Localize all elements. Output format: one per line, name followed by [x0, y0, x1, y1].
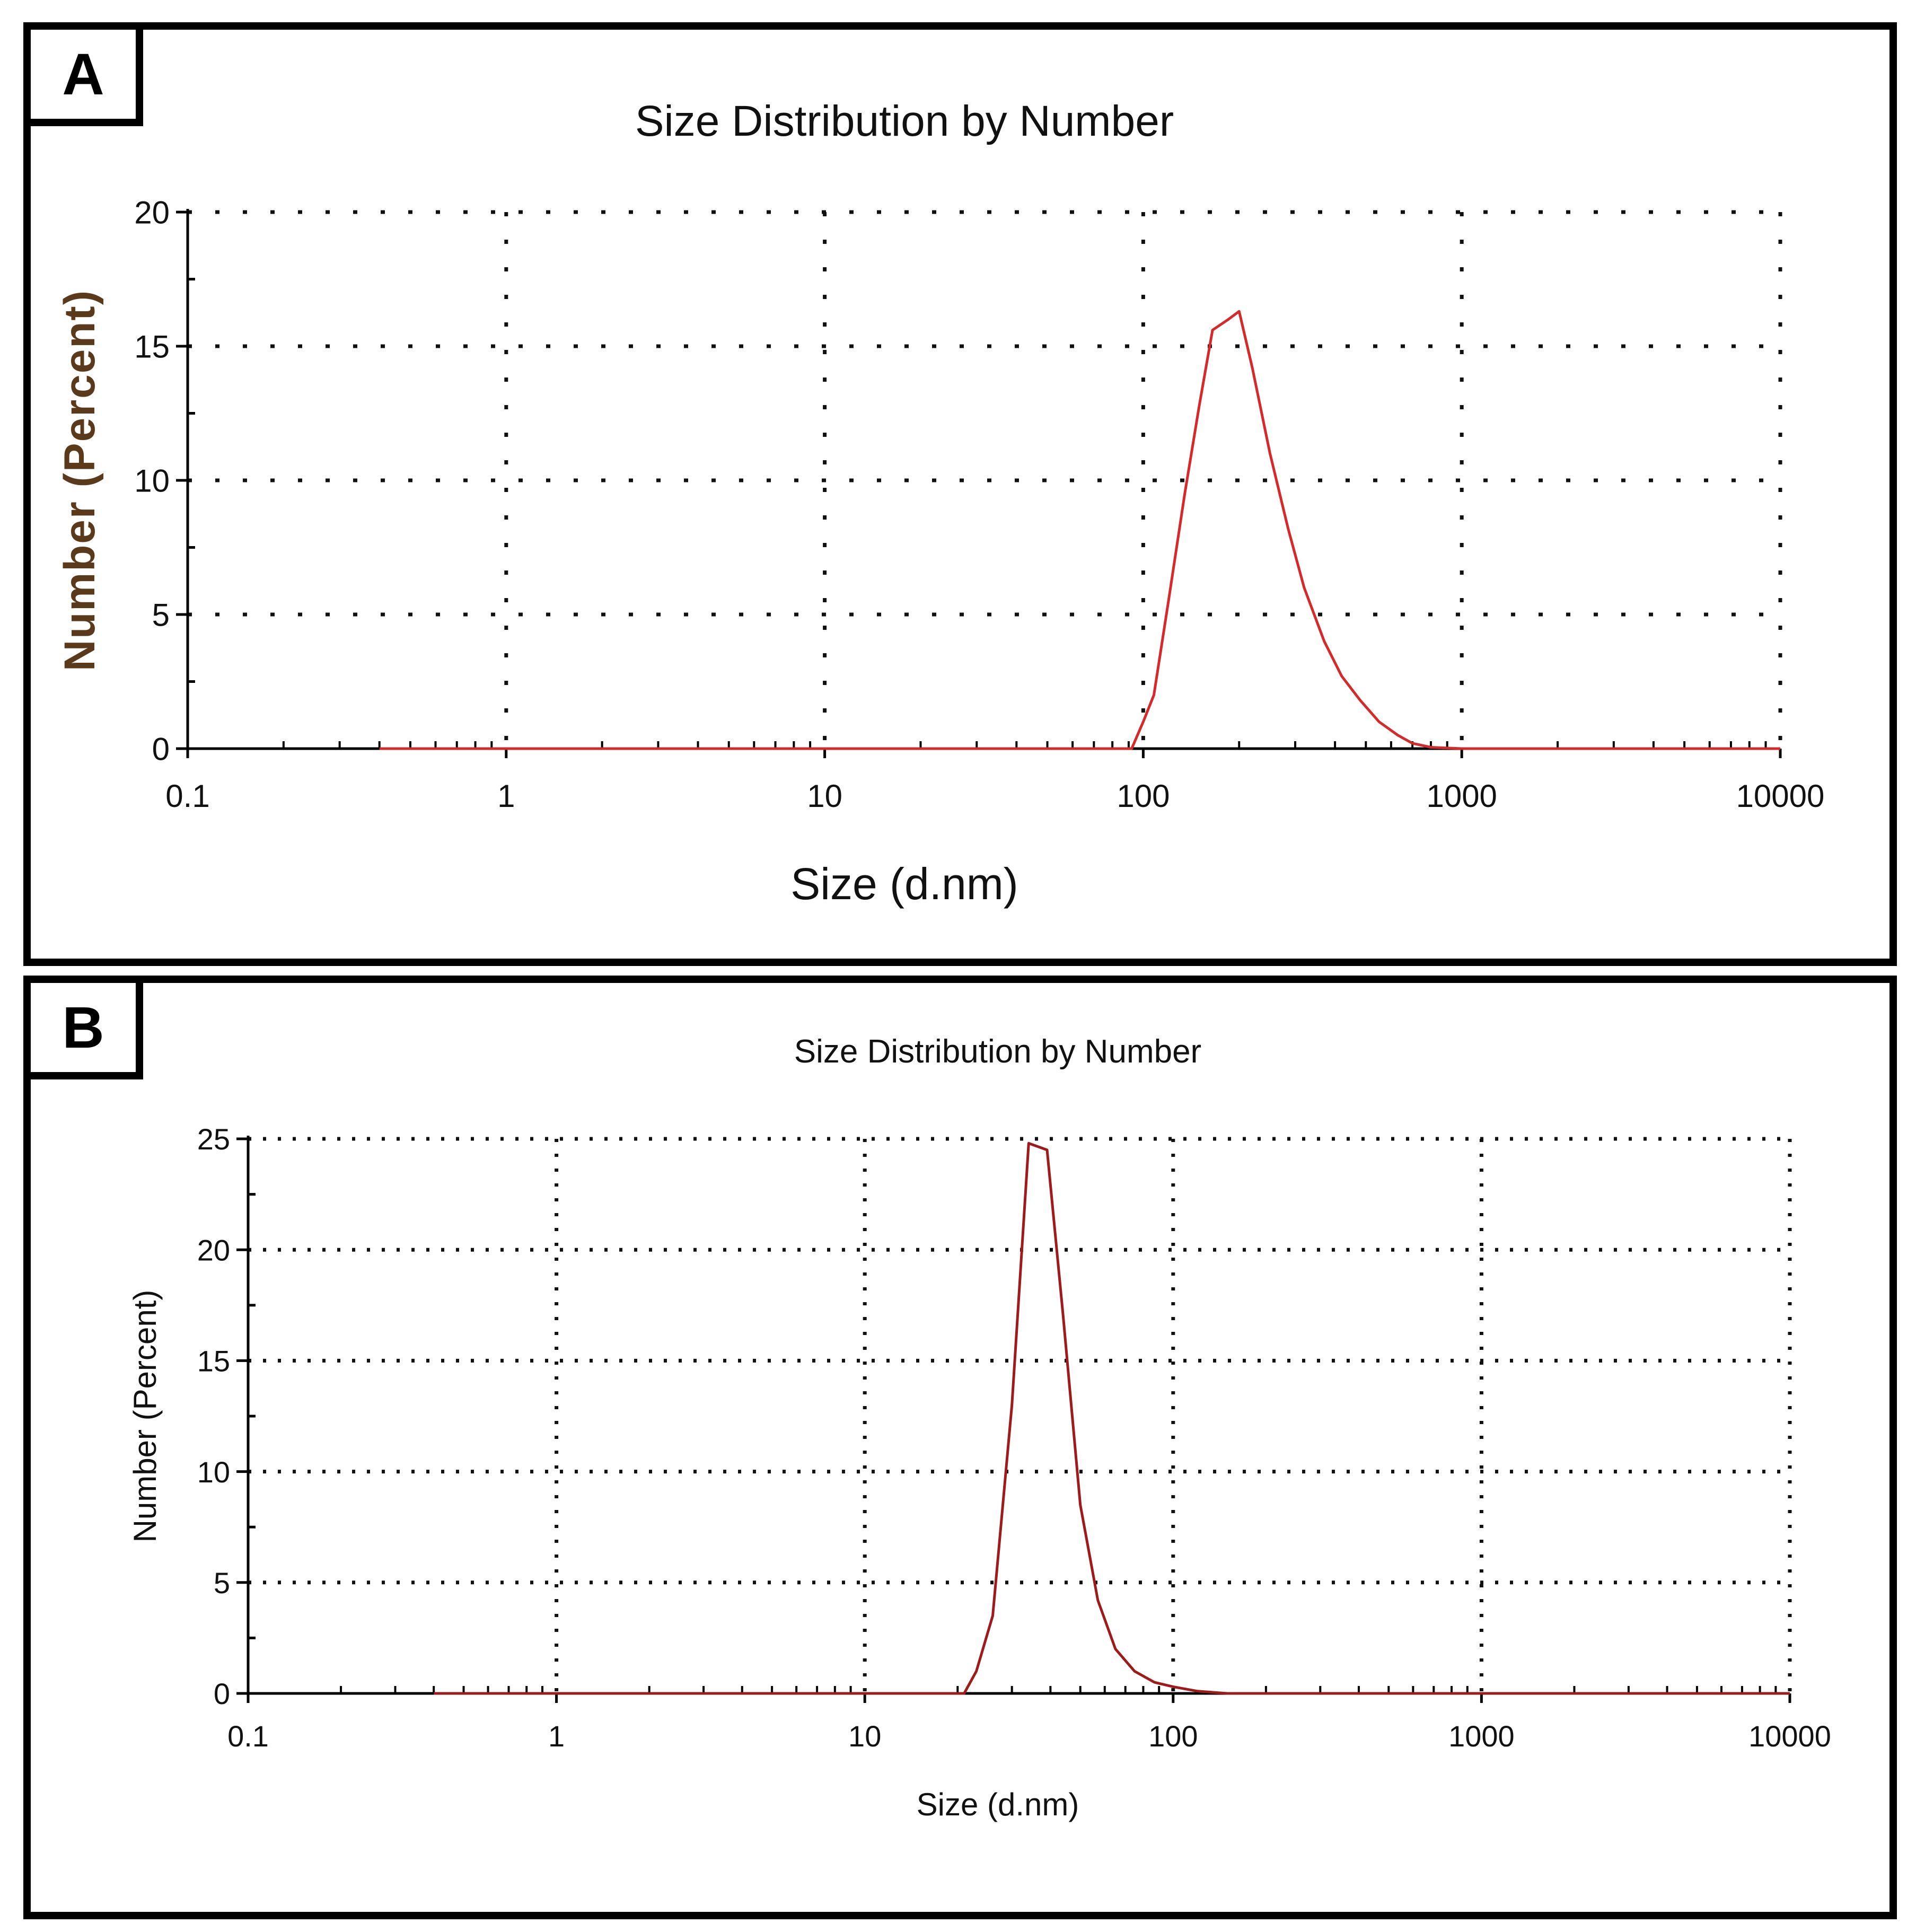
y-tick-label: 25 — [197, 1122, 230, 1156]
x-tick-label: 10 — [807, 778, 842, 814]
x-tick-label: 100 — [1117, 778, 1170, 814]
x-tick-label: 1000 — [1426, 778, 1497, 814]
x-tick-label: 0.1 — [165, 778, 209, 814]
y-tick-label: 10 — [197, 1455, 230, 1489]
x-tick-label: 1 — [548, 1719, 565, 1753]
chart-title: Size Distribution by Number — [794, 1033, 1201, 1070]
panel-b: B Size Distribution by Number 0.1 1 10 100 10… — [23, 976, 1897, 1919]
x-tick-label: 10 — [848, 1719, 881, 1753]
x-tick-label: 1 — [497, 778, 515, 814]
y-tick-label: 15 — [134, 329, 170, 365]
x-tick-label: 100 — [1148, 1719, 1198, 1753]
y-tick-label: 15 — [197, 1345, 230, 1378]
x-axis-label: Size (d.nm) — [790, 859, 1018, 909]
panel-label-a: A — [23, 22, 143, 126]
y-tick-label: 10 — [134, 463, 170, 499]
x-tick-label: 10000 — [1736, 778, 1825, 814]
chart-title: Size Distribution by Number — [635, 97, 1174, 145]
panel-a: A Size Distribution by Number 0.1 1 10 100 10… — [23, 22, 1897, 966]
y-tick-label: 20 — [134, 195, 170, 231]
y-tick-label: 0 — [152, 732, 170, 767]
series-line — [379, 310, 1780, 750]
x-tick-label: 1000 — [1448, 1719, 1515, 1753]
y-axis-label: Number (Percent) — [127, 1290, 163, 1543]
panel-label-b: B — [23, 976, 143, 1079]
y-tick-label: 5 — [152, 598, 170, 633]
x-tick-label: 0.1 — [227, 1719, 269, 1753]
y-axis-label: Number (Percent) — [56, 289, 104, 671]
series-line — [434, 1141, 1790, 1695]
y-tick-label: 0 — [214, 1677, 230, 1710]
y-tick-label: 20 — [197, 1233, 230, 1267]
x-axis-label: Size (d.nm) — [917, 1787, 1079, 1822]
x-tick-label: 10000 — [1748, 1719, 1831, 1753]
y-tick-label: 5 — [214, 1566, 230, 1600]
